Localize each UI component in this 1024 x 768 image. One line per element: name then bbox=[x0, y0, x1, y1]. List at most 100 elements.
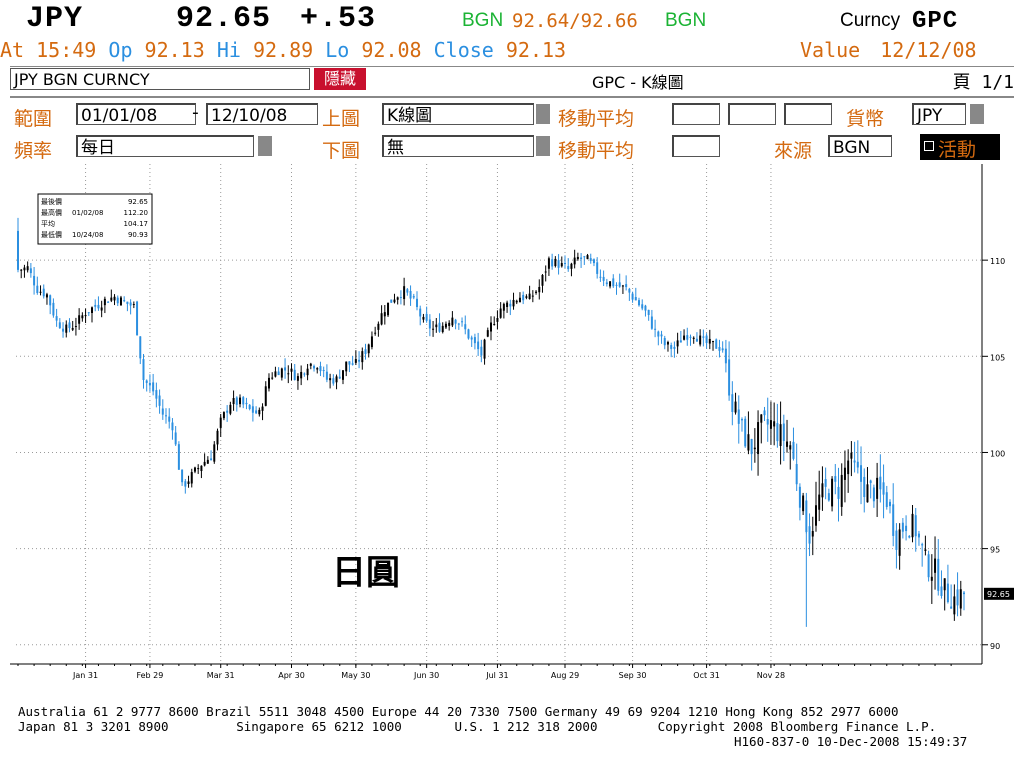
candle-body bbox=[358, 359, 361, 362]
candle-body bbox=[148, 382, 151, 386]
at-label: At bbox=[0, 38, 25, 62]
moving-average-label-1: 移動平均 bbox=[558, 108, 635, 130]
candle-body bbox=[924, 549, 927, 551]
candle-body bbox=[898, 529, 901, 556]
upper-chart-field[interactable]: K線圖 bbox=[382, 103, 534, 125]
legend-value: 92.65 bbox=[128, 198, 148, 206]
candle-body bbox=[287, 373, 290, 375]
x-tick-label: Apr 30 bbox=[278, 671, 305, 680]
candle-body bbox=[393, 299, 396, 303]
candle-body bbox=[766, 418, 769, 425]
footer-line-2: Japan 81 3 3201 8900 Singapore 65 6212 1… bbox=[18, 719, 937, 734]
candle-body bbox=[193, 467, 196, 472]
lower-chart-dropdown[interactable] bbox=[536, 136, 550, 156]
candle-body bbox=[586, 255, 589, 260]
candle-body bbox=[319, 366, 322, 372]
candle-body bbox=[827, 493, 830, 501]
x-tick-label: Nov 28 bbox=[757, 671, 785, 680]
currency-dropdown[interactable] bbox=[970, 104, 984, 124]
candle-body bbox=[213, 444, 216, 462]
frequency-field[interactable]: 每日 bbox=[76, 135, 254, 157]
candle-body bbox=[190, 472, 193, 484]
candle-body bbox=[895, 530, 898, 550]
candle-body bbox=[866, 484, 869, 503]
candle-body bbox=[921, 544, 924, 546]
candle-body bbox=[589, 258, 592, 261]
upper-chart-dropdown[interactable] bbox=[536, 104, 550, 124]
candle-body bbox=[721, 348, 724, 351]
hi-label: Hi bbox=[216, 38, 241, 62]
candle-body bbox=[152, 382, 155, 392]
candle-body bbox=[760, 414, 763, 423]
price-chart[interactable]: 90 95 100 105 110 92.65 Jan 31 Feb 29 Mar 31 Apr… bbox=[10, 164, 1014, 689]
candle-body bbox=[245, 402, 248, 405]
candle-body bbox=[58, 322, 61, 329]
candle-body bbox=[251, 406, 254, 413]
page-indicator[interactable]: 頁 1/1 bbox=[952, 72, 1014, 93]
candle-body bbox=[943, 578, 946, 591]
op-value: 92.13 bbox=[144, 38, 205, 62]
ma-field-1[interactable] bbox=[672, 103, 720, 125]
candle-body bbox=[718, 347, 721, 351]
candle-body bbox=[641, 304, 644, 309]
candle-body bbox=[33, 275, 36, 286]
candle-body bbox=[634, 297, 637, 301]
security-field[interactable]: JPY BGN CURNCY bbox=[10, 68, 310, 90]
candle-body bbox=[387, 302, 390, 316]
at-value: 15:49 bbox=[36, 38, 97, 62]
lower-chart-field[interactable]: 無 bbox=[382, 135, 534, 157]
candle-body bbox=[544, 271, 547, 273]
candle-body bbox=[843, 467, 846, 480]
ma-field-4[interactable] bbox=[672, 135, 720, 157]
ma-field-2[interactable] bbox=[728, 103, 776, 125]
active-button[interactable]: 活動 bbox=[920, 134, 1000, 161]
candle-body bbox=[882, 482, 885, 495]
candle-body bbox=[509, 303, 512, 307]
candle-body bbox=[502, 303, 505, 311]
lo-value: 92.08 bbox=[361, 38, 422, 62]
hide-button[interactable]: 隱藏 bbox=[314, 68, 366, 90]
candle-body bbox=[927, 554, 930, 578]
candle-body bbox=[763, 410, 766, 416]
candle-body bbox=[197, 468, 200, 470]
candle-body bbox=[94, 304, 97, 307]
candle-body bbox=[518, 297, 521, 303]
close-value: 92.13 bbox=[505, 38, 567, 62]
candle-body bbox=[26, 266, 29, 271]
candle-body bbox=[773, 421, 776, 427]
currency-field[interactable]: JPY bbox=[912, 103, 966, 125]
candle-body bbox=[705, 335, 708, 344]
frequency-dropdown[interactable] bbox=[258, 136, 272, 156]
value-label: Value bbox=[800, 38, 861, 62]
candle-body bbox=[126, 301, 129, 304]
candle-body bbox=[171, 422, 174, 431]
candle-body bbox=[222, 412, 225, 419]
candle-body bbox=[219, 417, 222, 428]
candle-body bbox=[686, 335, 689, 340]
candle-body bbox=[950, 606, 953, 609]
y-tick-label: 100 bbox=[990, 449, 1005, 458]
candle-body bbox=[602, 276, 605, 281]
candle-body bbox=[750, 438, 753, 455]
range-end-field[interactable]: 12/10/08 bbox=[206, 103, 318, 125]
range-start-field[interactable]: 01/01/08 bbox=[76, 103, 196, 125]
candle-body bbox=[470, 337, 473, 340]
candle-body bbox=[280, 368, 283, 378]
candle-body bbox=[522, 294, 525, 301]
candle-body bbox=[930, 576, 933, 581]
candle-body bbox=[325, 371, 328, 380]
candle-body bbox=[425, 313, 428, 321]
candle-body bbox=[573, 257, 576, 265]
x-tick-label: Aug 29 bbox=[551, 671, 579, 680]
candle-body bbox=[239, 397, 242, 405]
candle-body bbox=[448, 322, 451, 326]
candle-body bbox=[908, 535, 911, 538]
candle-body bbox=[329, 378, 332, 381]
candle-body bbox=[863, 476, 866, 498]
candle-body bbox=[123, 300, 126, 302]
source-field[interactable]: BGN bbox=[828, 135, 892, 157]
ma-field-3[interactable] bbox=[784, 103, 832, 125]
candle-body bbox=[306, 368, 309, 376]
candle-body bbox=[715, 339, 718, 349]
y-tick-label: 105 bbox=[990, 353, 1005, 362]
